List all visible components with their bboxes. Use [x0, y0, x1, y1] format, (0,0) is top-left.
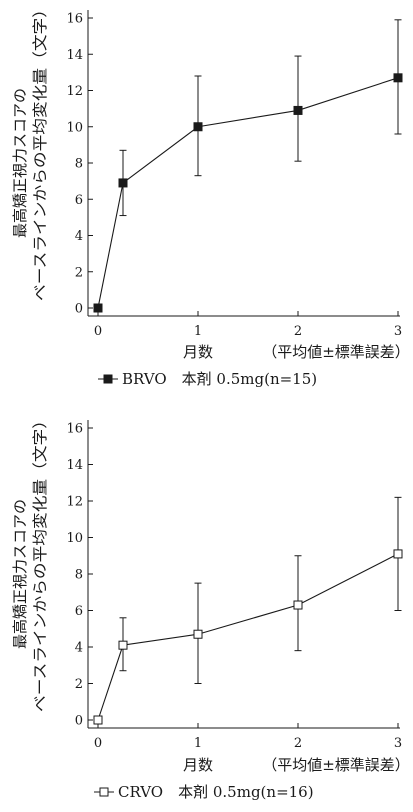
x-tick-label: 0: [94, 736, 102, 751]
series-line: [97, 77, 399, 309]
legend-label: CRVO 本剤 0.5mg(n=16): [118, 783, 314, 801]
y-tick-label: 16: [66, 422, 83, 437]
y-tick-label: 12: [66, 84, 83, 99]
y-tick-label: 4: [75, 229, 83, 244]
x-axis-note: （平均値±標準誤差）: [262, 756, 410, 774]
data-point-marker: [93, 715, 103, 725]
x-tick-label: 1: [194, 736, 202, 751]
y-tick-label: 14: [66, 48, 83, 63]
y-tick-label: 8: [75, 157, 83, 172]
y-tick-label: 0: [75, 714, 83, 729]
legend-marker: [99, 787, 109, 797]
y-tick-label: 2: [75, 677, 83, 692]
legend-marker: [103, 374, 113, 384]
data-point-marker: [193, 122, 203, 132]
y-tick-label: 10: [66, 120, 83, 135]
x-tick-label: 0: [94, 324, 102, 339]
legend: CRVO 本剤 0.5mg(n=16): [94, 783, 314, 801]
data-point-marker: [93, 303, 103, 313]
y-tick-label: 6: [75, 193, 83, 208]
data-point-marker: [393, 549, 403, 559]
y-axis-label-line2: ベースラインからの平均変化量（文字）: [31, 412, 49, 712]
data-point-marker: [118, 178, 128, 188]
y-tick-label: 12: [66, 495, 83, 510]
data-point-marker: [293, 600, 303, 610]
x-axis-label: 月数: [183, 343, 213, 361]
y-tick-label: 4: [75, 641, 83, 656]
y-tick-label: 2: [75, 265, 83, 280]
y-tick-label: 0: [75, 302, 83, 317]
data-point-marker: [393, 73, 403, 83]
y-tick-label: 6: [75, 604, 83, 619]
x-tick-label: 2: [294, 324, 302, 339]
x-axis-label: 月数: [183, 756, 213, 774]
y-axis-label-line2: ベースラインからの平均変化量（文字）: [31, 1, 49, 301]
x-tick-label: 2: [294, 736, 302, 751]
y-tick-label: 10: [66, 531, 83, 546]
y-axis-label-line1: 最高矯正視力スコアの: [11, 88, 29, 238]
y-tick-label: 8: [75, 568, 83, 583]
x-tick-label: 3: [394, 324, 402, 339]
y-tick-label: 14: [66, 458, 83, 473]
x-tick-label: 3: [394, 736, 402, 751]
data-point-marker: [118, 640, 128, 650]
y-axis-label-line1: 最高矯正視力スコアの: [11, 499, 29, 649]
data-point-marker: [293, 105, 303, 115]
y-tick-label: 16: [66, 12, 83, 27]
x-tick-label: 1: [194, 324, 202, 339]
legend-label: BRVO 本剤 0.5mg(n=15): [122, 370, 317, 388]
legend: BRVO 本剤 0.5mg(n=15): [98, 370, 317, 388]
series-line: [97, 553, 399, 721]
x-axis-note: （平均値±標準誤差）: [262, 343, 410, 361]
data-point-marker: [193, 629, 203, 639]
